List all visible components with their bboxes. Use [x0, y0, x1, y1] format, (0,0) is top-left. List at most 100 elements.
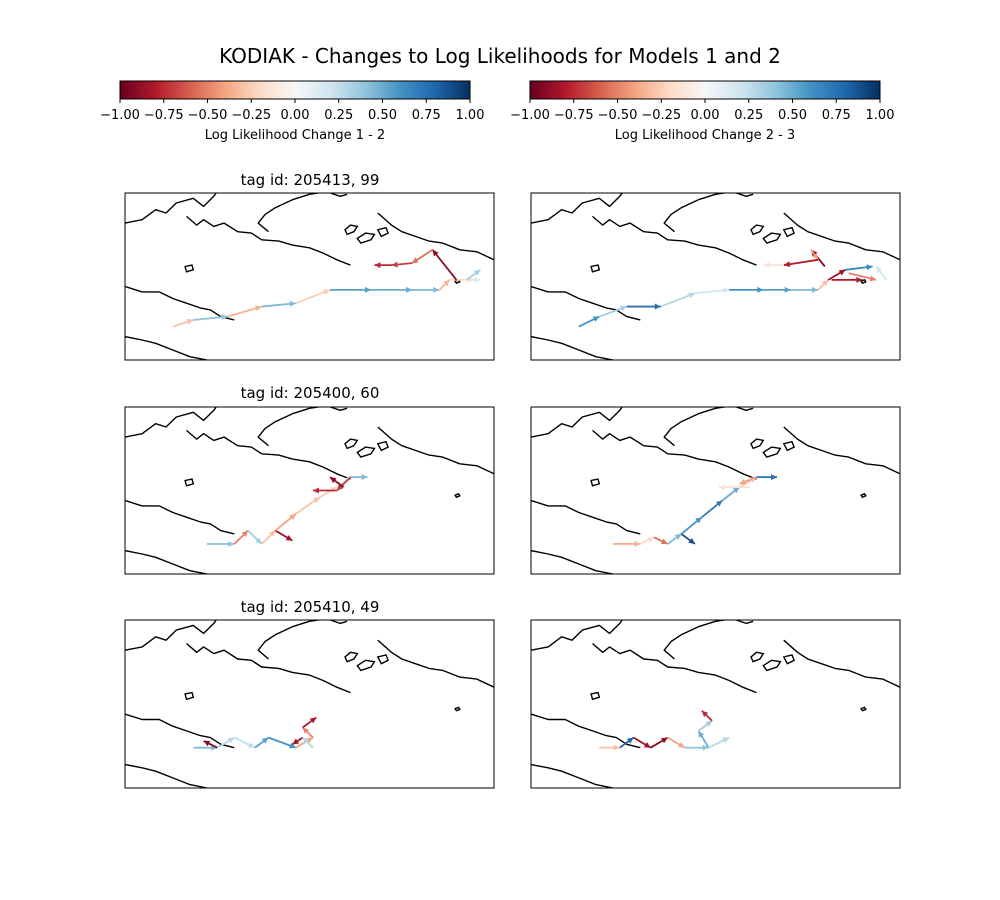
- track-arrow: [599, 744, 620, 751]
- track-arrow-head: [674, 533, 682, 540]
- coastline: [531, 620, 623, 651]
- island-outline: [590, 264, 601, 273]
- track-arrow-head: [783, 261, 791, 268]
- track-arrow: [667, 533, 682, 545]
- track-arrow: [203, 740, 218, 749]
- track-arrow-head: [763, 262, 770, 269]
- track-arrow: [701, 710, 713, 722]
- track-arrow: [633, 736, 652, 749]
- island-outline: [356, 232, 376, 244]
- track-arrow-head: [771, 474, 777, 481]
- track-arrow-head: [474, 276, 481, 283]
- track-arrow-head: [255, 305, 262, 312]
- track-arrow-head: [285, 534, 293, 541]
- track-arrow-head: [227, 737, 235, 744]
- colorbar-tick-label: −0.75: [144, 108, 184, 123]
- coastline: [257, 407, 348, 447]
- track-arrow-head: [876, 266, 883, 274]
- track-arrow: [371, 286, 412, 293]
- coastline: [783, 639, 900, 688]
- coastline: [125, 713, 235, 749]
- coastline: [531, 285, 641, 321]
- track-arrow-head: [432, 249, 439, 257]
- track-arrow-head: [698, 730, 705, 738]
- track-arrow: [302, 736, 314, 749]
- island-outline: [184, 264, 195, 273]
- track-arrow: [193, 314, 228, 321]
- track-arrow-head: [289, 300, 296, 307]
- colorbar-tick-label: 0.25: [324, 108, 353, 123]
- track-arrow-head: [620, 305, 627, 312]
- track-arrow-shaft: [431, 249, 458, 281]
- map-frame: [530, 619, 901, 789]
- track-arrow-head: [654, 303, 661, 310]
- island-outline: [860, 278, 867, 285]
- track-arrow: [302, 726, 314, 739]
- track-arrow-head: [289, 742, 296, 749]
- coastline: [783, 212, 900, 261]
- coastline: [531, 407, 623, 438]
- track-arrow-head: [722, 287, 730, 294]
- coastline: [125, 620, 217, 651]
- island-outline: [454, 492, 461, 499]
- colorbar-tick-label: 0.00: [281, 108, 310, 123]
- colorbar-tick-label: 1.00: [866, 108, 895, 123]
- track-arrow: [817, 279, 829, 291]
- track-arrow: [411, 249, 433, 264]
- coastline: [186, 215, 351, 266]
- track-arrow-head: [838, 269, 846, 276]
- map-content: [125, 407, 494, 574]
- colorbar-tick-label: −0.25: [641, 108, 681, 123]
- track-arrow-head: [365, 286, 371, 293]
- track-arrow: [790, 286, 818, 293]
- coastline: [377, 639, 494, 688]
- map-panel-row3-left: [124, 619, 495, 789]
- track-arrow-head: [856, 276, 863, 283]
- track-arrow: [319, 486, 338, 498]
- track-arrow-head: [592, 316, 600, 322]
- track-arrow-head: [306, 737, 313, 744]
- coastline: [663, 193, 754, 233]
- track-arrow-head: [312, 487, 319, 494]
- track-arrow: [336, 476, 352, 492]
- track-arrow-head: [643, 742, 651, 748]
- island-outline: [376, 654, 389, 665]
- track-arrow: [374, 262, 392, 269]
- island-outline: [782, 226, 795, 238]
- coastline: [531, 335, 614, 360]
- map-content: [125, 193, 494, 360]
- track-arrow: [875, 265, 888, 281]
- map-frame: [530, 406, 901, 575]
- track-arrow: [431, 249, 458, 281]
- coastline: [592, 215, 757, 266]
- row-1-title: tag id: 205413, 99: [241, 171, 380, 189]
- coastline: [531, 763, 614, 788]
- track-arrow-head: [715, 500, 723, 507]
- colorbar-tick-label: −0.50: [188, 108, 228, 123]
- colorbar-1-label: Log Likelihood Change 1 - 2: [205, 128, 385, 143]
- track-arrow: [827, 269, 846, 281]
- island-outline: [344, 651, 359, 663]
- colorbar-tick-label: 0.75: [412, 108, 441, 123]
- island-outline: [376, 226, 389, 238]
- track-arrow-head: [391, 261, 398, 268]
- island-outline: [356, 446, 376, 458]
- track-arrow: [473, 276, 481, 283]
- track-arrow: [254, 736, 270, 749]
- track-arrow-head: [289, 513, 296, 520]
- track-arrow-head: [688, 537, 695, 544]
- track-arrow: [233, 529, 249, 545]
- island-outline: [782, 654, 795, 665]
- map-frame: [530, 192, 901, 361]
- track-arrow: [848, 272, 877, 282]
- track-arrow: [207, 540, 235, 547]
- coastline: [531, 193, 623, 224]
- colorbar-tick-label: 0.50: [778, 108, 807, 123]
- track-arrow-head: [613, 744, 620, 751]
- track-arrow-head: [292, 738, 300, 745]
- track-arrow-head: [688, 292, 695, 299]
- coastline: [186, 429, 351, 480]
- track-arrow-head: [812, 253, 818, 260]
- island-outline: [860, 706, 867, 712]
